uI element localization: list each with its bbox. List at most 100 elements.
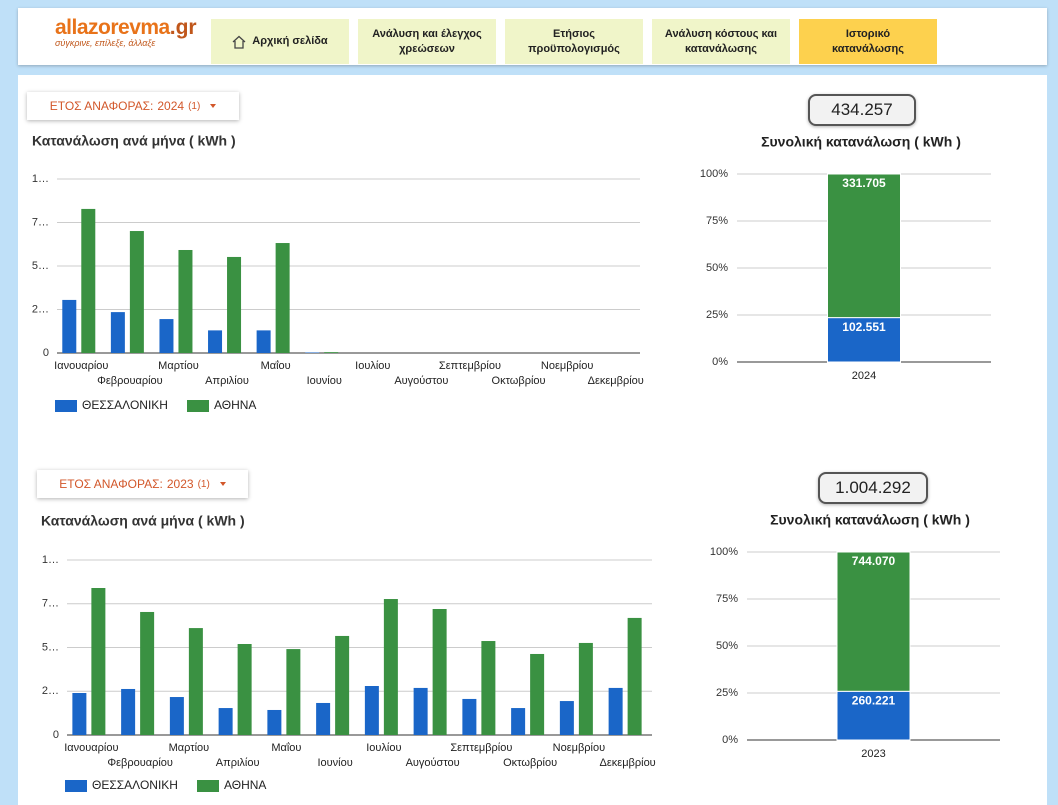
bar <box>530 653 545 735</box>
y-tick-label: 5… <box>32 260 49 272</box>
y-tick-label: 25% <box>716 687 738 699</box>
y-tick-label: 0% <box>722 734 738 746</box>
year-filter[interactable]: ΕΤΟΣ ΑΝΑΦΟΡΑΣ: 2023 (1) <box>37 470 248 498</box>
x-tick-label: Ιανουαρίου <box>54 360 108 372</box>
x-tick-label: Νοεμβρίου <box>541 360 593 372</box>
filter-label: ΕΤΟΣ ΑΝΑΦΟΡΑΣ: <box>49 99 154 113</box>
x-tick-label: Σεπτεμβρίου <box>439 360 501 372</box>
dropdown-arrow <box>219 482 226 486</box>
bar <box>159 319 174 353</box>
nav-label: Ανάλυση και έλεγχος χρεώσεων <box>372 27 482 55</box>
y-tick-label: 1… <box>42 554 59 566</box>
dropdown-arrow <box>210 104 217 108</box>
y-tick-label: 5… <box>42 641 59 653</box>
bar <box>256 330 271 353</box>
chart-title: Κατανάλωση ανά μήνα ( kWh ) <box>41 513 245 529</box>
x-tick-label: Μαρτίου <box>169 742 210 754</box>
x-tick-label: Οκτωβρίου <box>503 757 557 769</box>
logo-suffix: .gr <box>169 16 197 39</box>
filter-count: (1) <box>188 100 201 112</box>
nav-item[interactable]: Ανάλυση και έλεγχος χρεώσεων <box>358 19 496 64</box>
filter-value: 2024 <box>157 99 185 113</box>
y-tick-label: 100% <box>710 546 738 558</box>
legend-swatch <box>65 780 87 792</box>
bar-segment <box>827 317 901 363</box>
x-tick-label: Απριλίου <box>216 757 260 769</box>
bar <box>81 208 96 353</box>
year-filter[interactable]: ΕΤΟΣ ΑΝΑΦΟΡΑΣ: 2024 (1) <box>27 92 239 120</box>
bar <box>110 312 125 353</box>
nav-bar: allazorevma.gr σύγκρινε, επίλεξε, άλλαξε … <box>18 8 1047 65</box>
bar <box>481 641 496 735</box>
legend-swatch <box>187 400 209 412</box>
bar <box>462 698 477 735</box>
filter-value: 2023 <box>166 477 194 491</box>
legend-swatch <box>197 780 219 792</box>
x-tick-label: Μαρτίου <box>158 360 199 372</box>
legend-swatch <box>55 400 77 412</box>
y-tick-label: 2… <box>32 303 49 315</box>
x-tick-label: Ιουνίου <box>317 757 352 769</box>
legend-label: ΘΕΣΣΑΛΟΝΙΚΗ <box>82 398 168 412</box>
data-label: 744.070 <box>852 554 896 568</box>
bar <box>364 686 379 735</box>
bar <box>237 644 252 735</box>
bar <box>227 256 242 353</box>
nav-item[interactable]: Αρχική σελίδα <box>211 19 349 64</box>
x-tick-label: Φεβρουαρίου <box>107 757 173 769</box>
y-tick-label: 75% <box>716 593 738 605</box>
y-tick-label: 2… <box>42 685 59 697</box>
bar <box>178 249 193 353</box>
total-card: 434.257 <box>808 94 916 126</box>
filter-count: (1) <box>197 478 210 490</box>
y-tick-label: 25% <box>706 309 728 321</box>
x-tick-label: Σεπτεμβρίου <box>450 742 512 754</box>
bar <box>121 688 136 735</box>
bar <box>140 611 155 735</box>
x-tick-label: Ιουλίου <box>355 360 390 372</box>
bar <box>129 231 144 353</box>
x-tick-label: Φεβρουαρίου <box>97 375 163 387</box>
x-tick-label: Μαΐου <box>261 360 291 372</box>
nav-item[interactable]: Ετήσιος προϋπολογισμός <box>505 19 643 64</box>
nav-label: Ιστορικό κατανάλωσης <box>831 27 904 55</box>
bar-segment <box>836 551 911 692</box>
x-tick-label: Αυγούστου <box>406 757 460 769</box>
x-tick-label: Ιανουαρίου <box>64 742 118 754</box>
bar <box>208 330 223 353</box>
bar <box>559 701 574 735</box>
nav-label: Ετήσιος προϋπολογισμός <box>528 27 620 55</box>
bar <box>188 628 203 735</box>
bar <box>335 635 350 735</box>
nav-item[interactable]: Ανάλυση κόστους και κατανάλωσης <box>652 19 790 64</box>
data-label: 102.551 <box>842 320 886 334</box>
legend-label: ΑΘΗΝΑ <box>214 398 256 412</box>
bar <box>324 352 339 353</box>
chart-title: Κατανάλωση ανά μήνα ( kWh ) <box>32 133 236 149</box>
x-tick-label: Ιουλίου <box>366 742 401 754</box>
y-tick-label: 1… <box>32 173 49 185</box>
bar <box>267 709 282 735</box>
x-tick-label: Μαΐου <box>271 742 301 754</box>
x-tick-label: Δεκεμβρίου <box>600 757 656 769</box>
y-tick-label: 0% <box>712 356 728 368</box>
total-card: 1.004.292 <box>818 472 928 504</box>
x-tick-label: Δεκεμβρίου <box>588 375 644 387</box>
x-tick-label: 2023 <box>861 748 885 760</box>
y-tick-label: 0 <box>53 729 59 741</box>
x-tick-label: Απριλίου <box>205 375 249 387</box>
bar <box>62 299 77 353</box>
nav-item-active[interactable]: Ιστορικό κατανάλωσης <box>799 19 937 64</box>
chart-title: Συνολική κατανάλωση ( kWh ) <box>770 512 970 528</box>
x-tick-label: 2024 <box>852 370 876 382</box>
bar-segment <box>827 173 901 319</box>
bar <box>511 708 526 735</box>
x-tick-label: Οκτωβρίου <box>492 375 546 387</box>
logo[interactable]: allazorevma.gr σύγκρινε, επίλεξε, άλλαξε <box>55 16 197 48</box>
bar-segment <box>836 690 911 741</box>
y-tick-label: 75% <box>706 215 728 227</box>
bar <box>218 708 233 735</box>
bar <box>275 243 290 353</box>
